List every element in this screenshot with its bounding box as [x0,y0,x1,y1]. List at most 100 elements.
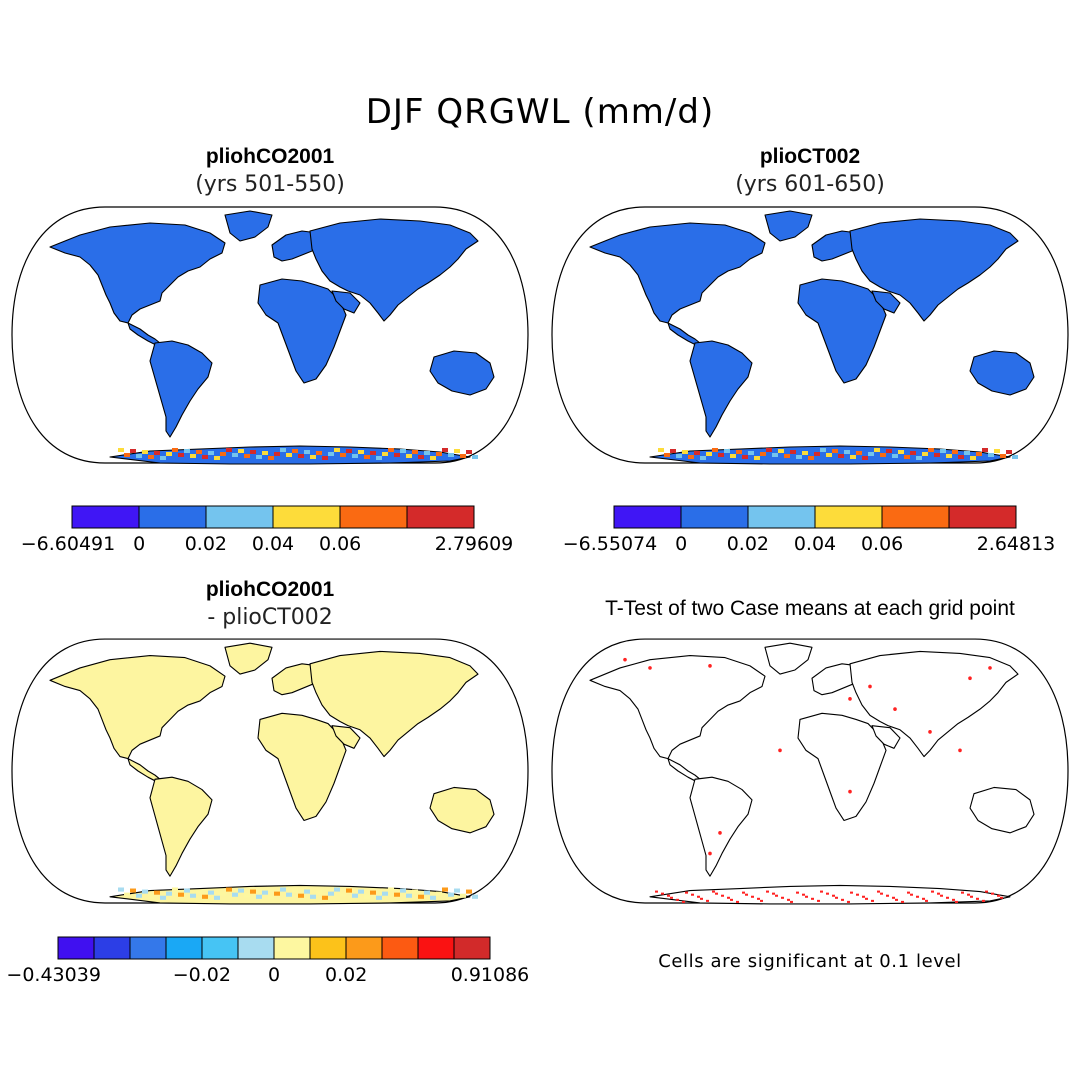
signif-dot [848,789,852,794]
signif-cell [937,892,940,895]
antarctic-cell [946,454,952,458]
signif-dot [718,830,722,835]
signif-cell [721,894,724,897]
antarctic-cell [310,894,316,899]
signif-cell [670,896,673,899]
land-asia [849,218,1019,322]
antarctic-cell [700,456,706,460]
panel1-title: pliohCO2001 [205,145,335,168]
antarctic-cell [358,889,364,894]
antarctic-cell [208,451,214,455]
colorbar-tick-label: −6.55074 [562,533,658,555]
antarctic-cell [118,448,124,452]
panel2-subtitle: (yrs 601-650) [735,172,885,197]
antarctic-cell [244,893,250,898]
signif-cell [961,891,964,894]
significance-note: Cells are significant at 0.1 level [658,951,962,972]
colorbar-swatch [453,936,491,960]
antarctic-cell [178,892,184,897]
antarctic-cell [118,887,124,892]
signif-cell [877,890,880,893]
antarctic-cell [124,892,130,897]
land-south-america [689,340,753,438]
land-north-america [589,222,766,324]
signif-cell [886,894,889,897]
antarctic-cell [292,888,298,893]
signif-cell [685,891,688,894]
antarctic-cell [178,453,184,457]
colorbar-swatch [881,505,950,529]
antarctic-cell [982,448,988,452]
antarctic-cell [352,454,358,458]
antarctic-cell [394,453,400,457]
antarctic-cell [892,454,898,458]
land-africa [257,712,347,822]
antarctic-cell [856,451,862,455]
antarctic-cell [298,454,304,458]
land-greenland [764,642,813,675]
signif-cell [817,899,820,902]
antarctic-cell [166,891,172,896]
colorbar-swatch [814,505,883,529]
antarctic-cell [796,455,802,459]
antarctic-cell [898,450,904,454]
antarctic-cell [964,451,970,455]
antarctic-cell [418,894,424,899]
antarctic-cell [826,453,832,457]
colorbar-tick-label: 0.02 [726,533,770,555]
colorbar-tick-label: −0.02 [172,964,231,986]
panel2-title: plioCT002 [759,145,861,168]
signif-cell [862,895,865,898]
antarctic-cell [832,449,838,453]
antarctic-cell [340,892,346,897]
signif-cell [916,895,919,898]
antarctic-cell [136,893,142,898]
antarctic-cell [382,452,388,456]
antarctic-cell [658,448,664,452]
signif-cell [901,900,904,903]
map-panel-case2 [551,206,1069,465]
antarctic-cell [172,448,178,452]
antarctic-cell [334,448,340,452]
signif-cell [835,896,838,899]
antarctic-cell [880,453,886,457]
land-africa [257,278,347,384]
antarctic-cell [472,455,478,459]
land-asia [309,218,479,322]
colorbar-swatch [680,505,749,529]
antarctic-cell [730,454,736,458]
antarctic-cell [196,889,202,894]
signif-cell [751,895,754,898]
signif-cell [760,899,763,902]
antarctic-cell [802,451,808,455]
colorbar-tick-label: 0.04 [793,533,837,555]
antarctic-cell [136,454,142,458]
signif-cell [805,895,808,898]
antarctic-cell [370,890,376,895]
antarctic-cell [250,450,256,454]
land-arabia [331,290,361,314]
antarctic-cell [418,455,424,459]
antarctic-cell [850,455,856,459]
antarctic-cell [238,449,244,453]
land-antarctica [649,884,1011,905]
signif-cell [700,897,703,900]
antarctic-cell [142,889,148,894]
antarctic-cell [394,892,400,897]
land-south-america [149,340,213,438]
signif-cell [772,892,775,895]
signif-dot [848,696,852,701]
antarctic-cell [256,894,262,899]
antarctic-cell [376,456,382,460]
antarctic-cell [166,452,172,456]
antarctic-cell [340,453,346,457]
antarctic-cell [904,455,910,459]
signif-cell [676,898,679,901]
colorbar-swatch [201,936,239,960]
signif-dot [868,684,872,689]
land-arabia [331,725,361,749]
antarctic-cell [448,453,454,457]
colorbar-swatch [345,936,383,960]
signif-cell [997,894,1000,897]
colorbar-swatch [381,936,419,960]
